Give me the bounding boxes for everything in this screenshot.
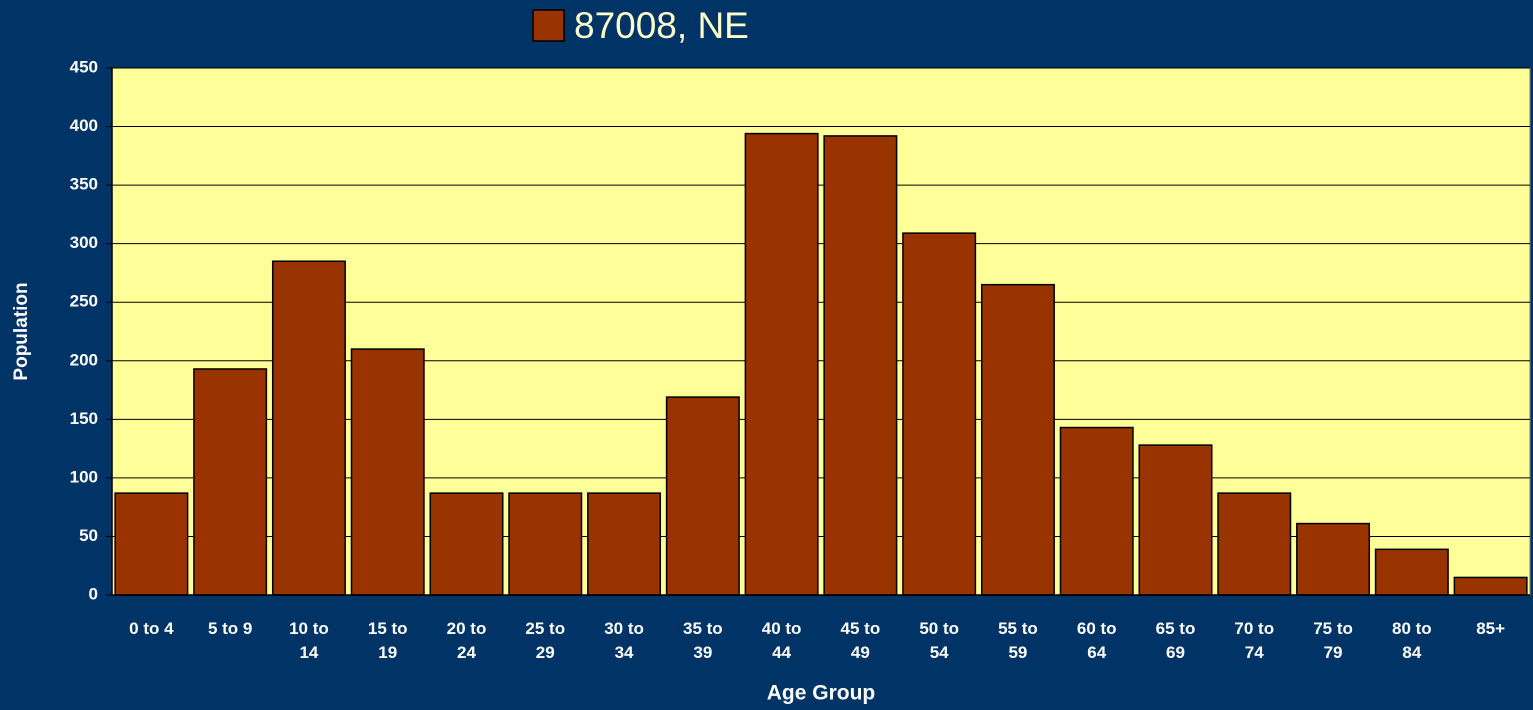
x-tick-label: 80 to 84 bbox=[1391, 619, 1432, 662]
bar bbox=[350, 348, 425, 596]
bar bbox=[1296, 522, 1371, 596]
bar bbox=[193, 368, 268, 596]
y-tick-label: 0 bbox=[89, 584, 98, 603]
bar bbox=[1138, 444, 1213, 596]
bar bbox=[114, 492, 189, 596]
y-tick-label: 100 bbox=[70, 467, 98, 486]
x-tick-label: 85+ bbox=[1476, 619, 1506, 638]
x-tick-label: 15 to 19 bbox=[367, 619, 408, 662]
y-tick-label: 200 bbox=[70, 350, 98, 369]
bar bbox=[665, 396, 740, 596]
x-tick-label: 25 to 29 bbox=[525, 619, 566, 662]
x-tick-label: 50 to 54 bbox=[919, 619, 959, 662]
x-tick-label: 40 to 44 bbox=[761, 619, 802, 662]
x-tick-label: 45 to 49 bbox=[840, 619, 881, 662]
y-tick-label: 50 bbox=[79, 526, 98, 545]
legend-swatch bbox=[532, 9, 565, 42]
y-axis-label: Population bbox=[11, 282, 32, 380]
x-tick-label: 35 to 39 bbox=[682, 619, 723, 662]
bar bbox=[1374, 548, 1449, 596]
y-tick-label: 450 bbox=[70, 57, 98, 76]
x-tick-label: 0 to 4 bbox=[129, 619, 174, 638]
legend-label: 87008, NE bbox=[574, 5, 749, 46]
x-tick-label: 5 to 9 bbox=[207, 619, 253, 638]
x-tick-label: 30 to 34 bbox=[604, 619, 644, 662]
bar bbox=[429, 492, 504, 596]
x-tick-label: 75 to 79 bbox=[1313, 619, 1353, 662]
bar bbox=[1059, 426, 1134, 596]
bar bbox=[271, 260, 346, 596]
bar bbox=[1217, 492, 1292, 596]
x-tick-label: 70 to 74 bbox=[1234, 619, 1275, 662]
y-tick-label: 300 bbox=[70, 233, 98, 252]
bar bbox=[587, 492, 662, 596]
bar bbox=[823, 135, 898, 596]
x-tick-label: 60 to 64 bbox=[1076, 619, 1117, 662]
bar bbox=[508, 492, 583, 596]
x-tick-label: 10 to 14 bbox=[289, 619, 329, 662]
x-axis-label: Age Group bbox=[767, 682, 876, 705]
y-tick-label: 400 bbox=[70, 116, 98, 135]
y-tick-label: 350 bbox=[70, 175, 98, 194]
y-tick-label: 150 bbox=[70, 409, 98, 428]
bar bbox=[902, 232, 977, 596]
x-tick-label: 65 to 69 bbox=[1155, 619, 1196, 662]
x-tick-label: 55 to 59 bbox=[998, 619, 1038, 662]
bar bbox=[1453, 576, 1528, 596]
y-tick-label: 250 bbox=[70, 292, 98, 311]
bar bbox=[744, 132, 819, 596]
x-tick-label: 20 to 24 bbox=[446, 619, 487, 662]
plot-area bbox=[111, 67, 1531, 596]
bar bbox=[980, 283, 1055, 596]
